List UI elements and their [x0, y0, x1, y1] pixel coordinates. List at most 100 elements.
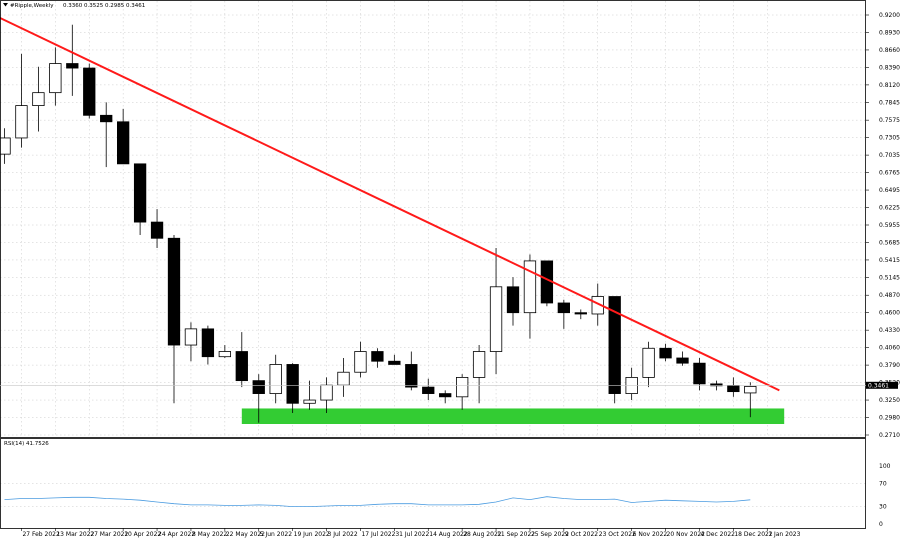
chart-header: #Ripple,Weekly 0.3360 0.3525 0.2985 0.34…	[3, 3, 145, 9]
date-tick-label: 9 Oct 2022	[565, 531, 598, 538]
date-tick-label: 27 Feb 2022	[22, 531, 60, 538]
candle-body-bear	[710, 383, 723, 387]
candle-body-bear	[557, 302, 570, 314]
candle	[286, 363, 299, 413]
candle-body-bear	[371, 351, 384, 362]
date-tick-label: 6 Nov 2022	[633, 531, 668, 538]
candle	[557, 299, 570, 329]
candle-body-bear	[252, 380, 265, 394]
candle	[133, 163, 147, 236]
date-tick-label: 31 Jul 2022	[395, 531, 429, 538]
candle	[0, 128, 11, 164]
date-tick-label: 3 Jul 2022	[328, 531, 358, 538]
candle-body-bear	[150, 221, 164, 239]
candle-body-bull	[455, 377, 469, 398]
candle-body-bull	[15, 105, 28, 139]
candle	[642, 341, 655, 388]
rsi-tick-label: 0	[879, 521, 883, 528]
candle-body-bear	[727, 385, 740, 393]
symbol-dropdown-icon[interactable]	[3, 3, 8, 7]
price-tick-label: 0.5685	[879, 239, 900, 246]
candle	[100, 102, 113, 168]
price-tick-label: 0.8390	[879, 64, 900, 71]
current-price-label: 0.3461	[868, 383, 889, 390]
candle-body-bear	[608, 296, 621, 394]
candle	[405, 351, 418, 391]
candle-body-bull	[184, 328, 198, 346]
rsi-tick-label: 30	[879, 504, 887, 511]
candle-body-bull	[489, 286, 503, 352]
candle	[455, 374, 469, 410]
candle-body-bull	[744, 385, 757, 394]
price-tick-label: 0.4060	[879, 345, 900, 352]
price-tick-label: 0.8930	[879, 29, 900, 36]
candle	[574, 309, 587, 320]
candle-body-bear	[405, 364, 418, 388]
candle	[693, 357, 706, 391]
candle-body-bear	[659, 347, 672, 359]
date-tick-label: 24 Apr 2022	[158, 531, 195, 538]
candle	[354, 341, 367, 378]
price-tick-label: 0.9200	[879, 12, 900, 19]
rsi-tick-label: 100	[879, 463, 891, 470]
date-tick-label: 8 May 2022	[192, 531, 227, 538]
main-panel-frame	[0, 0, 866, 438]
date-tick-label: 4 Dec 2022	[700, 531, 735, 538]
candle	[523, 254, 537, 339]
price-tick-label: 0.4600	[879, 310, 900, 317]
rsi-tick-label: 70	[879, 480, 887, 487]
rsi-axis: 100 70 30 0	[879, 463, 891, 528]
candle	[66, 24, 79, 96]
candle-body-bull	[0, 137, 11, 155]
date-tick-label: 25 Sep 2022	[531, 531, 569, 538]
price-tick-label: 0.8120	[879, 82, 900, 89]
candle	[167, 235, 181, 404]
candle-body-bull	[218, 351, 232, 358]
candle	[489, 247, 503, 375]
candle-body-bear	[439, 393, 452, 398]
price-tick-label: 0.6225	[879, 205, 900, 212]
price-tick-label: 0.4330	[879, 327, 900, 334]
candle-body-bear	[83, 67, 96, 116]
price-tick-label: 0.2980	[879, 415, 900, 422]
candle	[388, 354, 401, 365]
candle-body-bear	[506, 286, 520, 314]
support-zone	[241, 408, 785, 424]
candle-body-bear	[388, 360, 401, 365]
date-tick-label: 1 Jan 2023	[768, 531, 800, 538]
price-tick-label: 0.5145	[879, 274, 900, 281]
price-tick-label: 0.6495	[879, 187, 900, 194]
price-tick-label: 0.7575	[879, 117, 900, 124]
candle	[32, 66, 45, 132]
candle-body-bear	[66, 63, 79, 69]
candle-body-bull	[269, 364, 282, 394]
price-tick-label: 0.5955	[879, 222, 900, 229]
candle-body-bull	[472, 351, 486, 378]
price-tick-label: 0.5415	[879, 257, 900, 264]
candle	[83, 63, 96, 119]
date-tick-label: 18 Dec 2022	[734, 531, 773, 538]
candle	[540, 260, 554, 307]
candle-body-bull	[49, 63, 62, 94]
candle	[371, 348, 384, 368]
symbol-label: #Ripple,Weekly	[10, 3, 54, 9]
price-tick-label: 0.7305	[879, 135, 900, 142]
candle-body-bear	[167, 237, 181, 346]
candle-body-bear	[235, 351, 248, 382]
date-tick-label: 5 Jun 2022	[260, 531, 292, 538]
candle	[422, 378, 435, 401]
date-tick-label: 22 May 2022	[226, 531, 265, 538]
candle-body-bear	[201, 328, 215, 358]
candle	[269, 354, 282, 404]
candle-body-bull	[642, 347, 655, 378]
candle-body-bear	[100, 114, 113, 123]
candle	[15, 53, 28, 148]
candle	[727, 377, 740, 397]
date-tick-label: 13 Mar 2022	[56, 531, 94, 538]
price-tick-label: 0.2710	[879, 432, 900, 439]
date-tick-label: 11 Sep 2022	[497, 531, 535, 538]
price-tick-label: 0.7845	[879, 100, 900, 107]
rsi-label: RSI(14) 41.7526	[4, 441, 49, 447]
